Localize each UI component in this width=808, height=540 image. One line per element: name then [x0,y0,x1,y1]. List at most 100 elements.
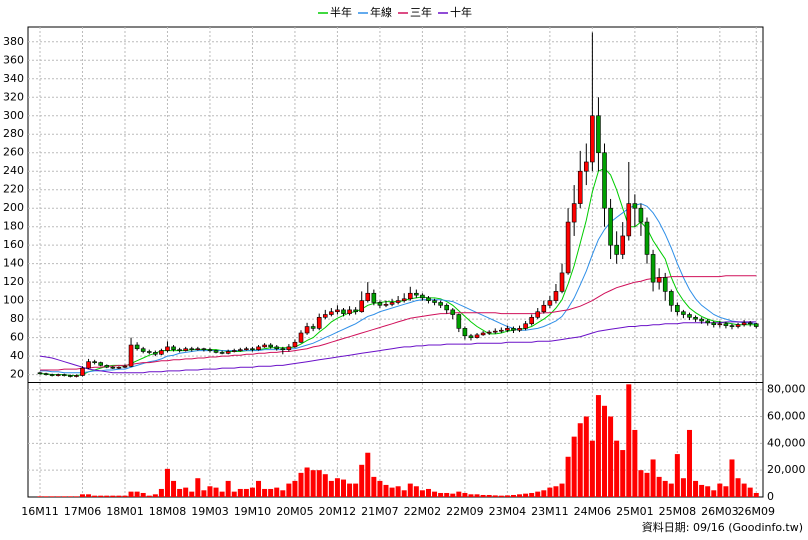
volume-bar [231,491,237,497]
volume-bar [158,488,164,497]
y-tick-label: 160 [3,238,24,251]
y-tick-label: 300 [3,109,24,122]
volume-bar [517,494,523,497]
candle-body [577,170,583,204]
volume-bar [183,487,189,497]
candle-body [37,372,43,375]
volume-bar [486,494,492,497]
volume-bar [225,480,231,497]
x-tick-label: 19M10 [234,505,272,518]
candle-body [620,235,626,255]
volume-bar [535,491,541,497]
candle-body [450,309,456,315]
y-tick-label: 80 [10,312,24,325]
candle-body [310,326,316,329]
candle-body [231,350,237,352]
candle-body [68,375,73,377]
candle-body [438,302,443,306]
candle-body [207,349,213,351]
volume-bar [432,491,438,497]
candle-body [559,272,565,292]
candle-body [389,302,395,305]
volume-bar [43,496,49,497]
candle-body [407,292,413,300]
volume-bar [425,488,431,497]
volume-bar [341,479,346,497]
volume-bar [444,492,450,497]
x-tick-label: 17M06 [64,505,102,518]
volume-bar [723,486,729,497]
volume-bar [298,472,304,497]
candle-body [401,298,407,301]
volume-bar [67,496,73,497]
candle-body [395,300,401,303]
candle-body [80,367,85,376]
candle-body [535,311,541,318]
volume-bar [680,478,686,497]
candle-body [602,152,607,209]
volume-bar [462,492,468,497]
volume-bar [243,488,249,497]
candle-body [571,203,577,223]
x-tick-label: 16M11 [21,505,59,518]
candle-body [329,311,334,315]
volume-bar [146,495,152,497]
x-tick-label: 26M09 [738,505,776,518]
volume-bar [753,492,759,497]
candle-body [693,316,698,320]
volume-bar [523,493,529,497]
volume-bar [377,480,383,497]
candle-body [134,344,140,350]
volume-bar [213,487,219,497]
volume-bar [262,488,268,497]
volume-bar [110,495,116,497]
candle-body [341,309,346,314]
candle-body [183,348,188,351]
candle-body [541,304,547,313]
volume-bar [620,450,626,497]
volume-bar [468,494,474,497]
volume-bar [347,483,353,497]
y-tick-label: 260 [3,146,24,159]
x-tick-label: 22M09 [446,505,484,518]
volume-bar [504,495,510,497]
candle-body [153,352,158,355]
volume-bar [274,487,280,497]
volume-bar [328,480,334,497]
volume-bar [365,452,371,497]
candle-body [517,328,522,331]
candle-body [456,314,462,329]
volume-bar [140,492,146,497]
volume-bar [256,480,262,497]
volume-bar [668,483,674,497]
candle-body [608,207,613,246]
candle-body [250,348,255,351]
volume-bar [280,490,286,497]
legend-label: 年線 [370,5,392,19]
candle-body [335,309,340,313]
candle-body [201,348,207,351]
y-tick-label: 320 [3,90,24,103]
volume-bar [693,480,699,497]
volume-bar [310,470,316,497]
candle-body [165,346,170,351]
volume-bar [492,495,498,497]
volume-bar [602,405,608,497]
volume-bar [152,494,158,497]
candle-body [492,330,498,333]
volume-bar [304,467,310,497]
candle-body [529,316,534,325]
volume-bar [189,491,195,497]
candle-body [747,322,753,325]
y-tick-label: 280 [3,127,24,140]
candle-body [632,203,638,209]
volume-bar [334,478,340,497]
volume-bar [268,488,274,497]
volume-bar [632,429,638,497]
candle-body [316,316,322,329]
candle-body [753,323,759,327]
candle-body [225,351,231,354]
volume-bar [595,395,601,497]
volume-bar [413,486,419,497]
